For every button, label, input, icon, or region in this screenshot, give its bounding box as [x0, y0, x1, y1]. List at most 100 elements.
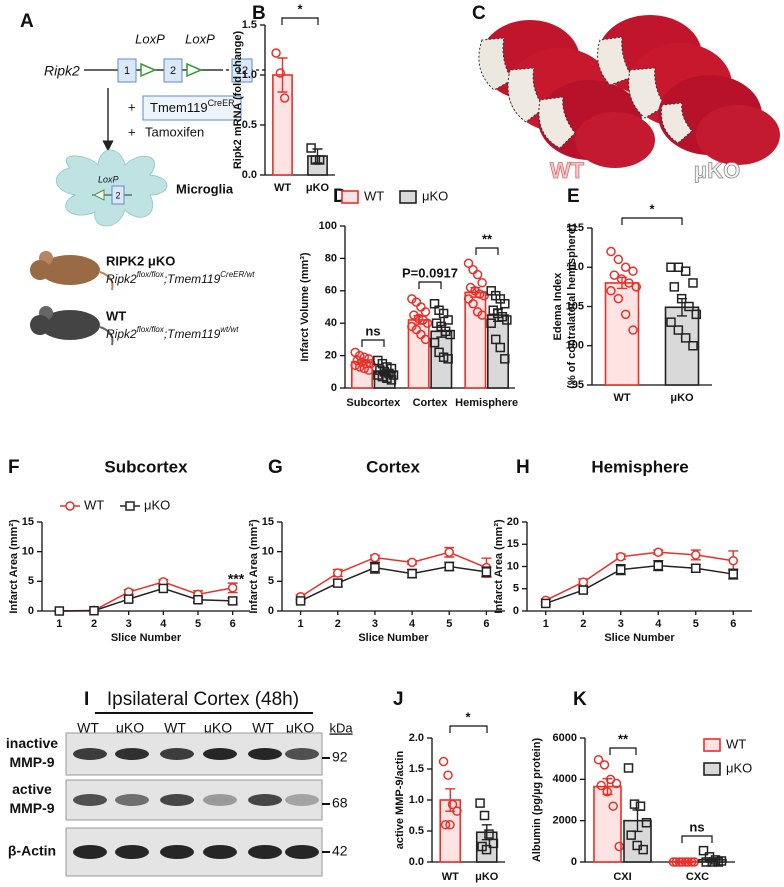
band [115, 845, 149, 859]
data-point [354, 362, 365, 372]
y-tick-label: 60 [325, 285, 337, 297]
x-tick-label: CXI [613, 871, 631, 883]
y-tick-label: 5 [513, 583, 519, 595]
y-tick-label: 0.0 [409, 856, 424, 868]
x-tick-label: CXC [686, 871, 709, 883]
significance-bracket [475, 247, 499, 255]
x-tick-label: 5 [195, 618, 201, 630]
genotype-sup: CreER/wt [220, 270, 255, 279]
data-point [447, 799, 458, 810]
data-point [420, 307, 431, 317]
x-tick-label: 1 [298, 618, 304, 630]
data-point [698, 845, 709, 856]
series-line [300, 551, 487, 598]
drug-label: Tamoxifen [145, 124, 204, 139]
genotype-sup: flox/flox [137, 270, 165, 279]
legend-swatch [399, 190, 417, 204]
genotype: Ripk2flox/flox;Tmem119CreER/wt [106, 270, 255, 286]
data-point [606, 286, 616, 296]
significance-bracket [621, 217, 683, 225]
annotation: ns [689, 819, 704, 834]
data-point [596, 780, 606, 791]
y-tick-label: 95 [572, 379, 584, 391]
y-tick-label: 115 [566, 222, 584, 234]
y-tick-label: 80 [325, 252, 337, 264]
band [203, 794, 237, 806]
data-point [295, 596, 306, 606]
data-point [443, 770, 453, 780]
significance-bracket [281, 17, 319, 25]
data-point [227, 596, 238, 606]
x-tick-label: 5 [693, 618, 699, 630]
x-axis-label: Slice Number [111, 632, 182, 644]
x-tick-label: 1 [543, 618, 549, 630]
annotation: *** [228, 571, 245, 587]
significance-bracket [361, 339, 385, 347]
band [160, 845, 194, 859]
data-point [653, 560, 663, 571]
data-point [578, 585, 588, 595]
y-tick-label: 100 [566, 340, 584, 352]
y-tick-label: 2000 [553, 815, 577, 827]
data-point [125, 501, 135, 511]
data-point [623, 763, 634, 773]
y-tick-label: 0.5 [409, 825, 424, 837]
data-point [477, 310, 487, 320]
x-tick-label: Cortex [413, 397, 449, 409]
mouse-icon [30, 251, 114, 291]
row-label: MMP-9 [9, 800, 54, 816]
data-point [676, 293, 687, 304]
panel-letter: H [516, 457, 530, 478]
y-axis-label: (% of contralateral hemisphere) [566, 224, 578, 389]
y-tick-label: 10 [262, 546, 274, 558]
y-tick-label: 40 [325, 317, 337, 329]
data-point [479, 810, 490, 821]
brain-slices-wt [478, 20, 655, 168]
loxp-site [186, 62, 203, 78]
y-axis-label: Edema Index [552, 272, 564, 341]
data-point [386, 375, 397, 385]
data-point [468, 264, 478, 275]
y-tick-label: 10 [507, 560, 519, 572]
x-tick-label: 1 [56, 618, 62, 630]
data-point [616, 274, 627, 284]
bar [593, 785, 622, 863]
y-tick-label: 1.0 [409, 794, 424, 806]
data-point [628, 325, 638, 335]
data-point [541, 598, 551, 609]
legend-label: WT [364, 188, 384, 203]
y-tick-label: 1.5 [242, 19, 257, 31]
data-point [608, 801, 618, 811]
y-axis-label: Albumin (pg/µg protein) [531, 738, 543, 863]
driver-label: Tmem119CreER [150, 98, 235, 115]
x-axis-label: Slice Number [358, 632, 429, 644]
data-point [370, 562, 380, 573]
mouse-name: RIPK2 μKO [106, 253, 175, 268]
legend-label: μKO [422, 188, 448, 203]
x-tick-label: 4 [160, 618, 167, 630]
exon [163, 58, 183, 83]
group-label: μKO [694, 158, 740, 183]
genotype: Ripk2flox/flox;Tmem119wt/wt [106, 325, 239, 341]
panel-letter: I [84, 689, 89, 710]
panel-letter: G [268, 457, 283, 478]
row-label: inactive [6, 735, 58, 751]
x-tick-label: 3 [372, 618, 378, 630]
loxp-site [92, 189, 105, 201]
genotype-part: ;Tmem119 [164, 272, 221, 286]
genotype-sup: flox/flox [137, 325, 165, 334]
data-point [158, 583, 169, 594]
data-point [688, 341, 698, 351]
data-point [666, 317, 676, 327]
lane-label: μKO [116, 720, 144, 736]
data-point [123, 594, 134, 604]
data-point [463, 258, 474, 269]
band [73, 845, 107, 859]
data-point [407, 557, 417, 568]
data-point [500, 354, 510, 364]
band [285, 794, 319, 806]
data-point [613, 254, 624, 265]
exon [117, 58, 137, 83]
x-tick-label: Hemisphere [455, 397, 518, 409]
y-axis-label: Infarct Area (mm²) [8, 519, 20, 614]
